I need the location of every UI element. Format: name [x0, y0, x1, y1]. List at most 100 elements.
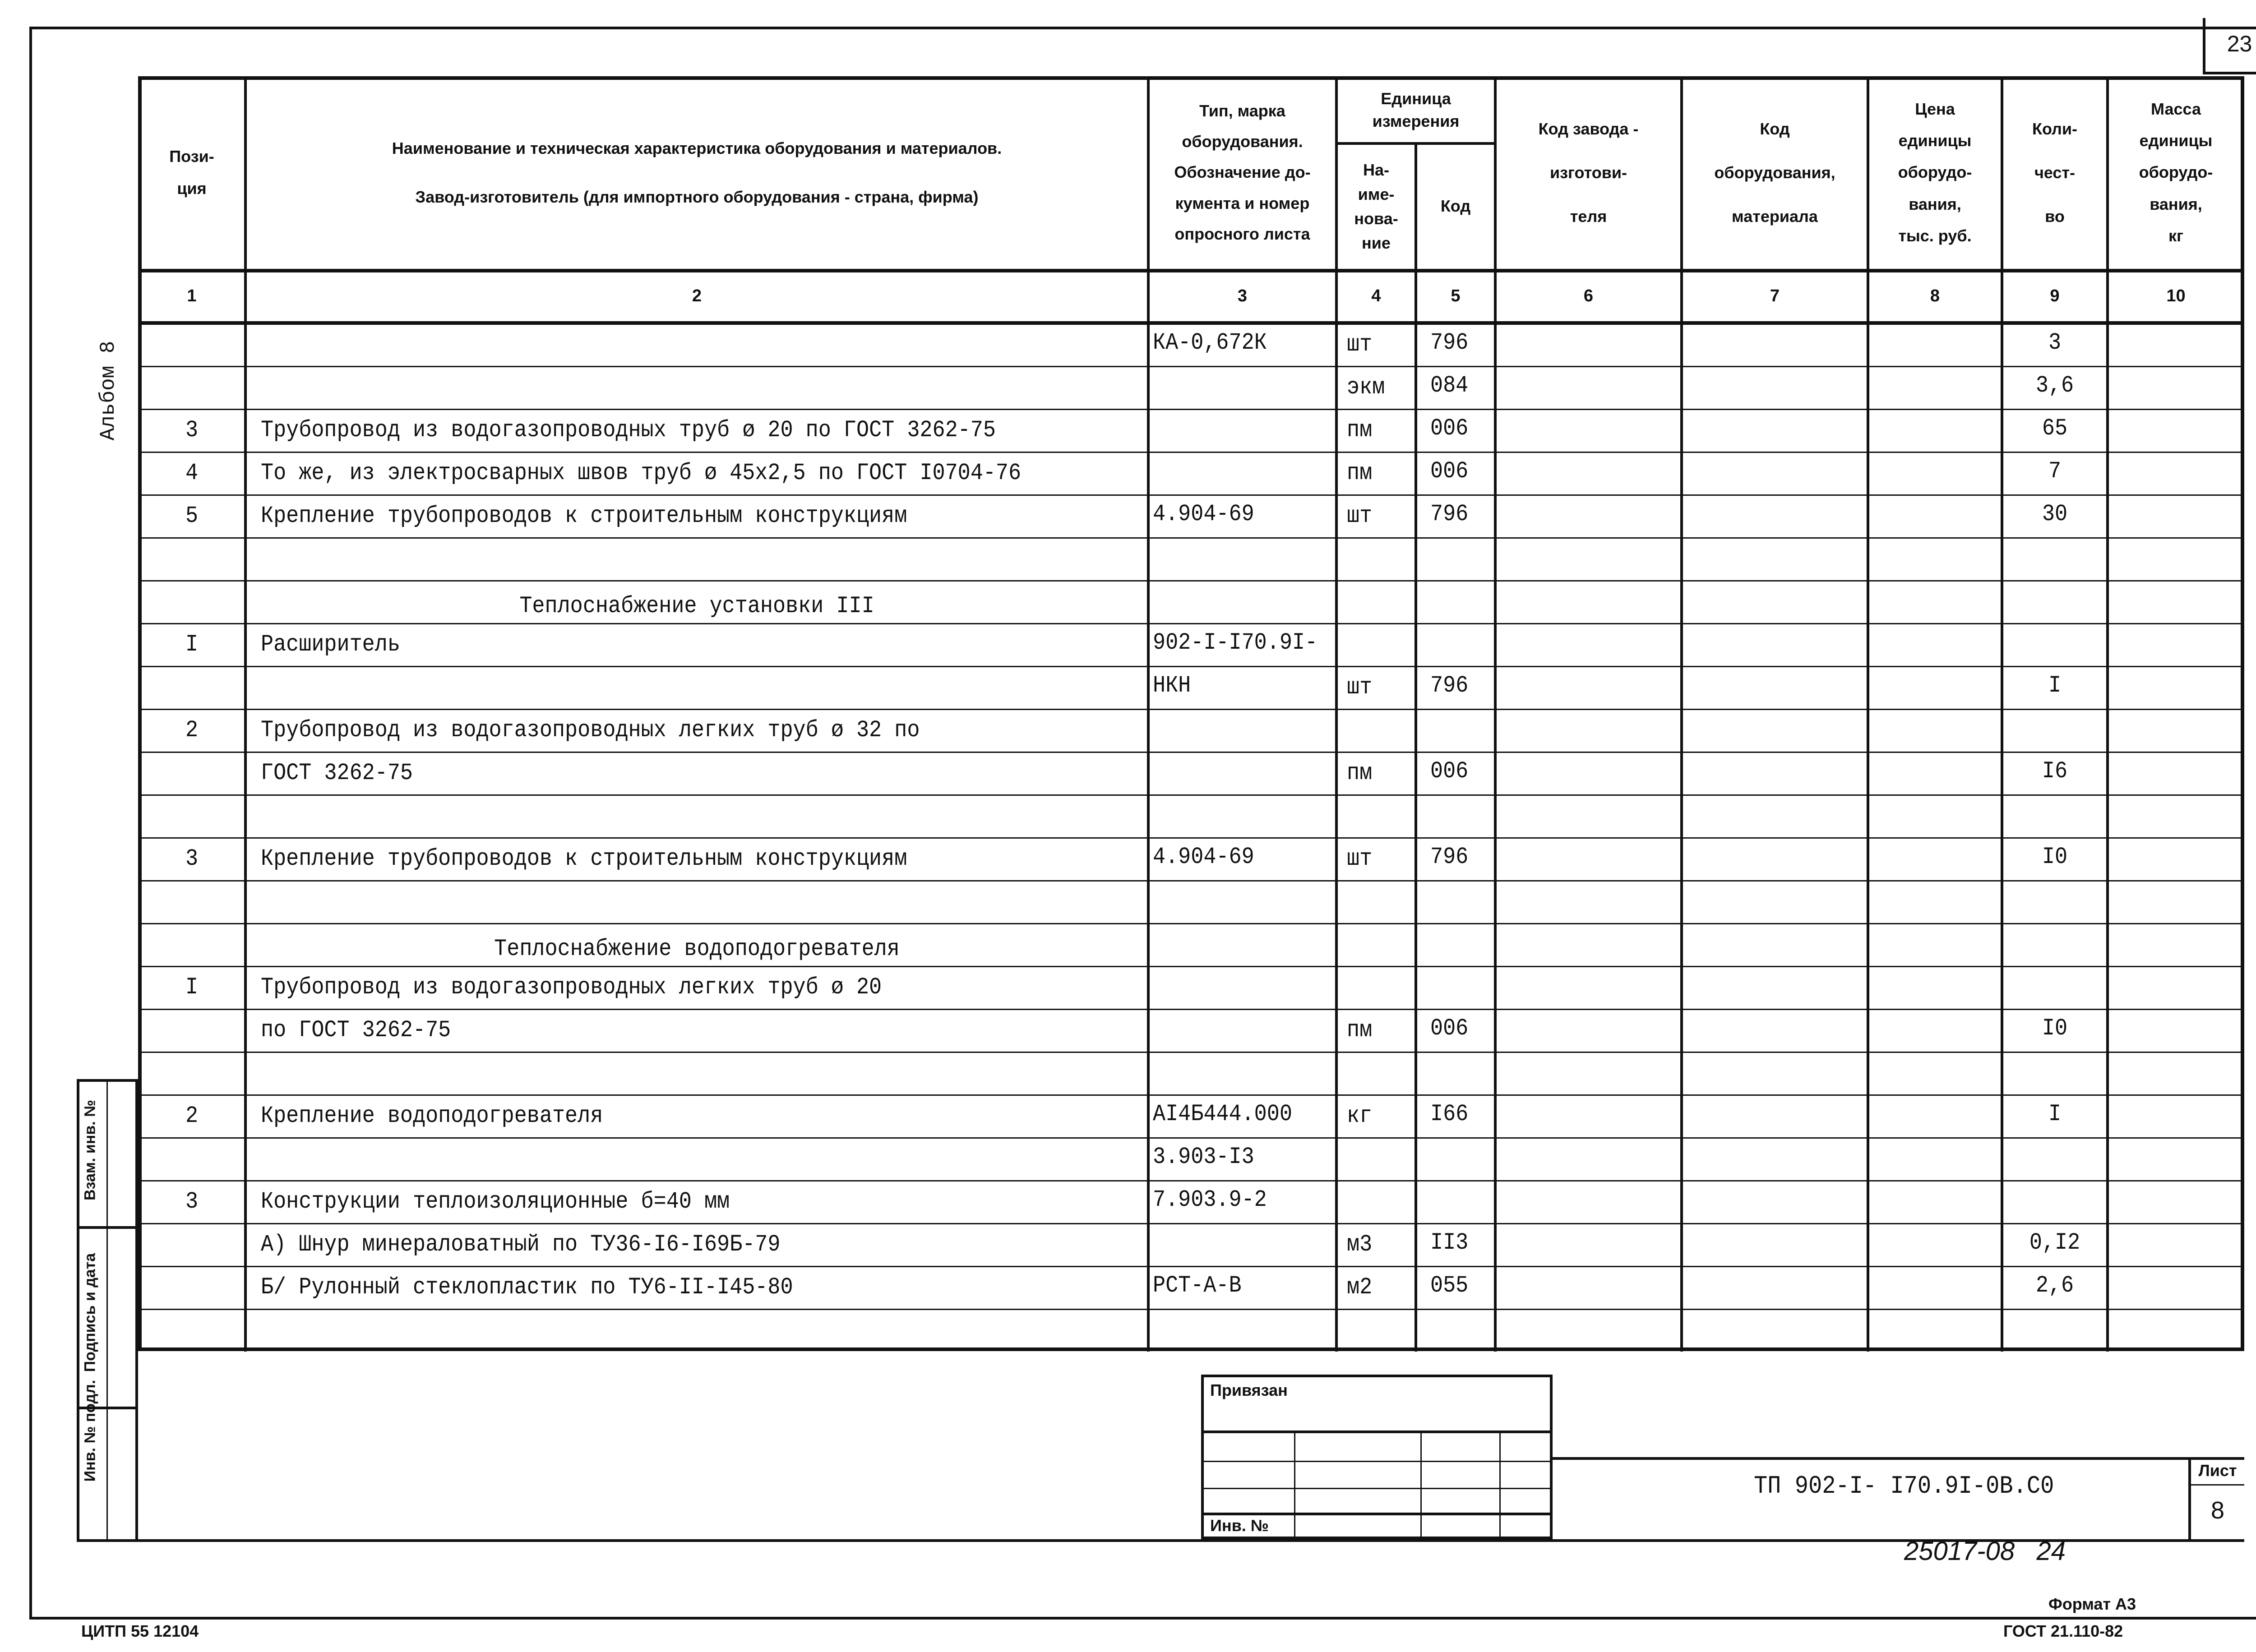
position-cell: 2: [185, 717, 199, 743]
column-number: 10: [2166, 286, 2186, 305]
unit-name-cell: экм: [1347, 374, 1385, 401]
quantity-cell: [2007, 578, 2103, 621]
quantity-cell: [2007, 921, 2103, 964]
unit-code-cell: 084: [1430, 372, 1469, 399]
quantity-cell: [2007, 1135, 2103, 1178]
quantity-cell: 65: [2042, 415, 2068, 442]
column-number: 7: [1770, 286, 1780, 305]
header-position: Пози-ция: [169, 147, 214, 198]
column-divider: [1867, 76, 1869, 1352]
unit-code-cell: 796: [1430, 672, 1469, 699]
column-number: 4: [1371, 286, 1381, 305]
position-cell: I: [185, 631, 199, 658]
document-code: ТП 902-I- I70.9I-0В.С0: [1753, 1472, 2054, 1500]
header-name: Наименование и техническая характеристик…: [392, 138, 1002, 206]
unit-code-cell: I66: [1430, 1101, 1469, 1127]
row-divider: [138, 923, 2244, 924]
quantity-cell: [2007, 793, 2103, 835]
position-cell: [143, 794, 240, 837]
position-cell: [143, 923, 240, 966]
unit-code-cell: 006: [1430, 758, 1469, 784]
footer-left-code: ЦИТП 55 12104: [81, 1622, 199, 1640]
document-cell: 4.904-69: [1153, 501, 1254, 527]
name-cell: Трубопровод из водогазопроводных труб ø …: [261, 417, 996, 443]
unit-code-cell: 796: [1430, 501, 1469, 527]
document-cell: 7.903.9-2: [1153, 1186, 1267, 1213]
section-heading: Теплоснабжение водоподогревателя: [494, 936, 900, 962]
header-type: Тип, марка оборудования. Обозначение до-ку…: [1174, 101, 1311, 244]
row-divider: [138, 537, 2244, 539]
format-label: Формат А3: [2048, 1595, 2136, 1613]
row-divider: [138, 1052, 2244, 1053]
quantity-cell: [2007, 707, 2103, 750]
position-cell: [143, 1052, 240, 1094]
quantity-cell: [2007, 621, 2103, 664]
unit-name-cell: пм: [1347, 460, 1373, 486]
name-cell: Трубопровод из водогазопроводных легких …: [261, 717, 920, 743]
position-cell: [143, 580, 240, 623]
position-cell: [143, 666, 240, 709]
sheet-label: Лист: [2191, 1457, 2244, 1486]
position-cell: [143, 1137, 240, 1180]
column-divider: [2106, 76, 2109, 1352]
unit-code-cell: 006: [1430, 415, 1469, 442]
name-cell: То же, из электросварных швов труб ø 45х…: [261, 460, 1022, 486]
header-divider: [138, 269, 2244, 272]
name-cell: Б/ Рулонный стеклопластик по ТУ6-II-I45-…: [261, 1274, 793, 1301]
row-divider: [138, 1223, 2244, 1224]
document-cell: 902-I-I70.9I-: [1153, 629, 1318, 656]
position-cell: 3: [185, 417, 199, 443]
row-divider: [138, 452, 2244, 453]
unit-code-cell: 796: [1430, 844, 1469, 870]
title-block-line: [1553, 1457, 2244, 1460]
header-unit-name: На-име-нова-ние: [1354, 160, 1398, 252]
document-cell: 4.904-69: [1153, 844, 1254, 870]
column-divider: [1494, 76, 1497, 1352]
side-stamp: [77, 1079, 138, 1542]
sheet-number: 8: [2210, 1497, 2225, 1524]
position-cell: [143, 752, 240, 794]
inv-label: Инв. №: [1210, 1516, 1269, 1535]
position-cell: [143, 880, 240, 923]
column-divider: [2001, 76, 2003, 1352]
column-number: 5: [1451, 286, 1461, 305]
quantity-cell: 3,6: [2035, 372, 2074, 399]
unit-name-cell: м3: [1347, 1231, 1373, 1258]
name-cell: Крепление трубопроводов к строительным к…: [261, 503, 907, 529]
position-cell: [143, 537, 240, 580]
position-cell: I: [185, 974, 199, 1001]
position-cell: [143, 323, 240, 366]
row-divider: [138, 837, 2244, 839]
name-cell: Расширитель: [261, 631, 400, 658]
unit-name-cell: кг: [1347, 1103, 1373, 1129]
quantity-cell: [2007, 1307, 2103, 1350]
drawing-frame: [29, 27, 2256, 1620]
position-cell: [143, 1009, 240, 1052]
row-divider: [138, 1094, 2244, 1096]
header-quantity: Коли-чест-во: [2032, 119, 2078, 226]
position-cell: [143, 1266, 240, 1309]
quantity-cell: 0,I2: [2029, 1229, 2080, 1256]
unit-code-cell: II3: [1430, 1229, 1469, 1256]
name-cell: Конструкции теплоизоляционные б=40 мм: [261, 1188, 730, 1215]
bottom-line: [138, 1539, 2244, 1542]
document-cell: НКН: [1153, 672, 1191, 699]
row-divider: [138, 1266, 2244, 1267]
column-divider: [1415, 144, 1417, 1352]
document-cell: КА-0,672К: [1153, 329, 1267, 356]
quantity-cell: 2,6: [2035, 1272, 2074, 1299]
row-divider: [138, 794, 2244, 796]
row-divider: [138, 580, 2244, 581]
name-cell: Трубопровод из водогазопроводных легких …: [261, 974, 882, 1001]
unit-name-cell: пм: [1347, 760, 1373, 786]
position-cell: 3: [185, 845, 199, 872]
name-cell: по ГОСТ 3262-75: [261, 1017, 451, 1043]
number-row-divider: [138, 321, 2244, 325]
quantity-cell: [2007, 964, 2103, 1007]
header-manufacturer-code: Код завода - изготови-теля: [1538, 119, 1639, 226]
quantity-cell: [2007, 878, 2103, 921]
row-divider: [138, 709, 2244, 710]
unit-header-divider: [1336, 142, 1495, 145]
name-cell: Крепление трубопроводов к строительным к…: [261, 845, 907, 872]
row-divider: [138, 752, 2244, 753]
